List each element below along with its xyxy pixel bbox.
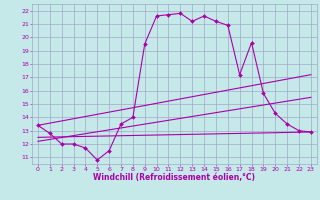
X-axis label: Windchill (Refroidissement éolien,°C): Windchill (Refroidissement éolien,°C): [93, 173, 255, 182]
